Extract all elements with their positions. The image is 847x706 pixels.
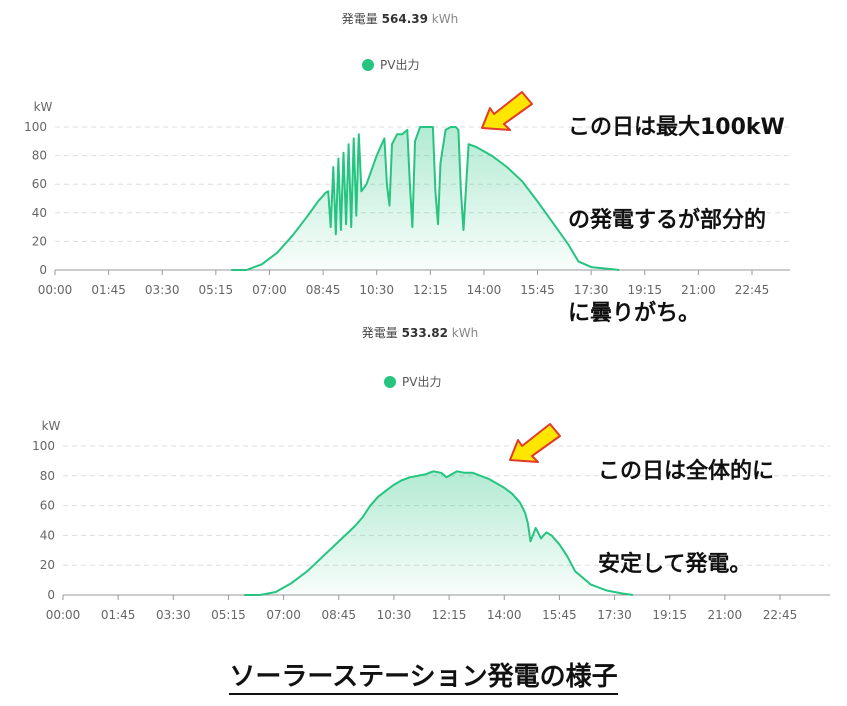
annotation-line: 安定して発電。: [598, 552, 752, 577]
energy-label: 発電量: [341, 12, 378, 26]
annotation-line: の発電するが部分的: [568, 208, 767, 233]
series-area: [244, 471, 633, 595]
x-tick-label: 00:00: [46, 608, 81, 622]
x-tick-label: 08:45: [321, 608, 356, 622]
x-tick-label: 21:00: [681, 283, 716, 297]
legend-dot-icon: [384, 375, 396, 388]
annotation-line: に曇りがち。: [568, 301, 701, 326]
series-line: [231, 126, 620, 271]
energy-total-2: 発電量 533.82 kWh: [20, 324, 820, 341]
x-tick-label: 00:00: [38, 283, 73, 297]
y-tick-label: 80: [40, 469, 55, 483]
y-tick-label: 40: [32, 206, 47, 220]
x-tick-label: 03:30: [145, 283, 180, 297]
y-tick-label: 100: [24, 120, 47, 134]
area-chart-2: 0 20 40 60 80 100 kW 00:00 01:45 03:30 05:15 07:00 0…: [32, 419, 830, 622]
x-tick-label: 15:45: [542, 608, 577, 622]
arrow-icon: [481, 91, 533, 131]
x-tick-label: 08:45: [306, 283, 341, 297]
series-line: [244, 470, 634, 596]
y-tick-label: 60: [32, 177, 47, 191]
annotation-1: この日は最大100kW の発電するが部分的 に曇りがち。: [568, 50, 785, 391]
y-tick-label: 80: [32, 149, 47, 163]
energy-unit: kWh: [431, 12, 459, 26]
x-tick-label: 19:15: [627, 283, 662, 297]
y-axis-label: kW: [42, 419, 61, 433]
x-tick-label: 19:15: [652, 608, 687, 622]
x-tick-label: 12:15: [413, 283, 448, 297]
legend-1[interactable]: PV出力: [362, 56, 419, 73]
annotation-line: この日は全体的に: [598, 459, 775, 484]
y-axis-label: kW: [34, 100, 53, 114]
x-tick-label: 15:45: [520, 283, 555, 297]
energy-total-1: 発電量 564.39 kWh: [0, 10, 800, 27]
x-tick-label: 22:45: [735, 283, 770, 297]
energy-value: 533.82: [401, 326, 448, 340]
chart-panel-2: 発電量 533.82 kWh PV出力 0 20 40 60 80 100 kW 00:00 0…: [0, 318, 847, 628]
chart-panel-1: 発電量 564.39 kWh PV出力 0 20 40 60 80 100 kW 00:00 0…: [0, 0, 847, 326]
series-area: [231, 127, 620, 270]
x-tick-label: 05:15: [211, 608, 246, 622]
page-title-text: ソーラーステーション発電の様子: [229, 662, 618, 695]
x-tick-label: 12:15: [432, 608, 467, 622]
x-tick-label: 14:00: [487, 608, 522, 622]
x-tick-label: 05:15: [199, 283, 234, 297]
y-tick-label: 60: [40, 499, 55, 513]
arrow-icon: [509, 423, 561, 463]
x-tick-label: 17:30: [597, 608, 632, 622]
page-title: ソーラーステーション発電の様子: [0, 656, 847, 695]
x-tick-label: 14:00: [467, 283, 502, 297]
x-tick-label: 03:30: [156, 608, 191, 622]
legend-dot-icon: [362, 58, 374, 71]
x-tick-label: 10:30: [359, 283, 394, 297]
x-tick-label: 07:00: [266, 608, 301, 622]
x-tick-label: 10:30: [377, 608, 412, 622]
x-tick-label: 01:45: [91, 283, 126, 297]
energy-unit: kWh: [451, 326, 479, 340]
legend-label: PV出力: [380, 58, 420, 72]
energy-label: 発電量: [361, 326, 398, 340]
annotation-2: この日は全体的に 安定して発電。: [598, 394, 774, 642]
y-tick-label: 0: [39, 263, 47, 277]
x-tick-label: 17:30: [574, 283, 609, 297]
y-tick-label: 20: [32, 234, 47, 248]
y-tick-label: 100: [32, 439, 55, 453]
x-tick-label: 07:00: [252, 283, 287, 297]
y-tick-label: 0: [47, 588, 55, 602]
annotation-line: この日は最大100kW: [568, 115, 785, 140]
x-tick-label: 01:45: [101, 608, 136, 622]
y-tick-label: 40: [40, 528, 55, 542]
legend-label: PV出力: [402, 375, 442, 389]
x-tick-label: 22:45: [763, 608, 798, 622]
y-tick-label: 20: [40, 558, 55, 572]
x-tick-label: 21:00: [708, 608, 743, 622]
energy-value: 564.39: [381, 12, 428, 26]
area-chart-1: 0 20 40 60 80 100 kW 00:00 01:45 03:30 05:15 07:00 0…: [24, 100, 790, 297]
legend-2[interactable]: PV出力: [384, 373, 441, 390]
